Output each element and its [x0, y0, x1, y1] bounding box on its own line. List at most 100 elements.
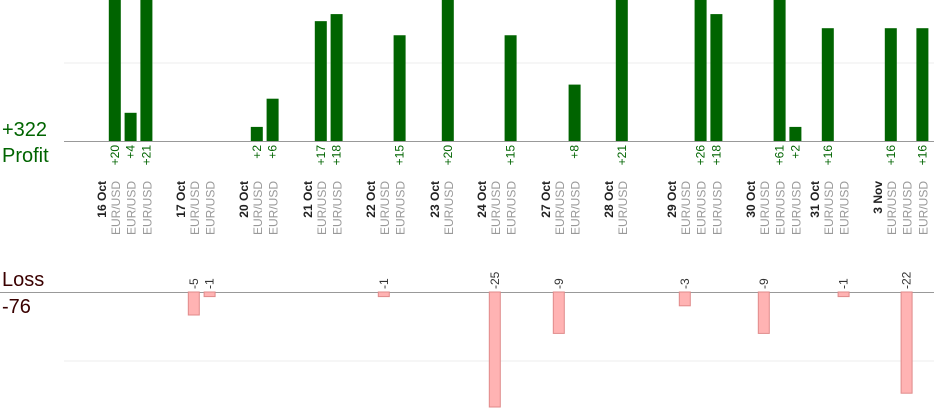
- symbol-tick-label: EUR/USD: [505, 181, 519, 235]
- loss-bars: [187, 291, 913, 408]
- profit-value-label: +21: [139, 145, 153, 166]
- profit-bar: [615, 0, 628, 141]
- loss-bar: [837, 291, 850, 298]
- profit-value-label: +15: [393, 145, 407, 166]
- symbol-tick-label: EUR/USD: [710, 181, 724, 235]
- profit-value-label: +61: [773, 145, 787, 166]
- symbol-tick-label: EUR/USD: [789, 181, 803, 235]
- loss-bar: [488, 291, 501, 408]
- loss-value-label: -9: [552, 278, 566, 289]
- profit-value-label: +2: [250, 145, 264, 159]
- symbol-tick-label: EUR/USD: [140, 181, 154, 235]
- loss-bar: [203, 291, 216, 298]
- symbol-tick-label: EUR/USD: [315, 181, 329, 235]
- profit-bar: [884, 28, 897, 142]
- symbol-tick-label: EUR/USD: [442, 181, 456, 235]
- symbol-tick-label: EUR/USD: [901, 181, 915, 235]
- symbol-tick-label: EUR/USD: [569, 181, 583, 235]
- profit-value-label: +20: [441, 145, 455, 166]
- profit-bar: [250, 126, 263, 141]
- symbol-tick-label: EUR/USD: [378, 181, 392, 235]
- profit-bar: [266, 98, 279, 141]
- profit-value-label: +18: [709, 145, 723, 166]
- date-tick-label: 28 Oct: [602, 181, 616, 218]
- profit-bar: [124, 112, 137, 141]
- loss-bar: [552, 291, 565, 334]
- profit-value-label: +16: [821, 145, 835, 166]
- date-tick-label: 27 Oct: [539, 181, 553, 218]
- profit-value-label: +6: [266, 145, 280, 159]
- loss-bar: [757, 291, 770, 334]
- symbol-tick-label: EUR/USD: [838, 181, 852, 235]
- date-tick-label: 24 Oct: [475, 181, 489, 218]
- symbol-tick-label: EUR/USD: [695, 181, 709, 235]
- profit-value-label: +16: [884, 145, 898, 166]
- profit-value-label: +17: [314, 145, 328, 166]
- profit-bar: [916, 28, 929, 142]
- profit-value-label: +4: [124, 145, 138, 159]
- date-tick-label: 22 Oct: [364, 181, 378, 218]
- profit-bar: [441, 0, 454, 141]
- date-tick-label: 3 Nov: [871, 181, 885, 214]
- loss-value-label: -22: [900, 271, 914, 289]
- symbol-tick-label: EUR/USD: [331, 181, 345, 235]
- profit-label: Profit: [2, 145, 49, 167]
- profit-bar: [789, 126, 802, 141]
- symbol-tick-label: EUR/USD: [188, 181, 202, 235]
- loss-value-label: -1: [203, 278, 217, 289]
- profit-bar: [140, 0, 153, 141]
- profit-bar: [710, 14, 723, 142]
- date-tick-label: 31 Oct: [808, 181, 822, 218]
- loss-value-label: -1: [837, 278, 851, 289]
- profit-value-label: +18: [330, 145, 344, 166]
- symbol-tick-label: EUR/USD: [109, 181, 123, 235]
- axis-labels: 16 Oct EUR/USD EUR/USD EUR/USD 17 Oct EUR/USD…: [95, 181, 930, 235]
- profit-bar: [694, 0, 707, 141]
- profit-value-label: +2: [788, 145, 802, 159]
- symbol-tick-label: EUR/USD: [758, 181, 772, 235]
- loss-bar: [377, 291, 390, 298]
- symbol-tick-label: EUR/USD: [251, 181, 265, 235]
- loss-value-label: -9: [757, 278, 771, 289]
- date-tick-label: 20 Oct: [237, 181, 251, 218]
- loss-value-label: -25: [488, 271, 502, 289]
- symbol-tick-label: EUR/USD: [916, 181, 930, 235]
- profit-bar: [393, 35, 406, 141]
- date-tick-label: 16 Oct: [95, 181, 109, 218]
- loss-bar: [187, 291, 200, 316]
- profit-bar: [773, 0, 786, 141]
- loss-value-label: -5: [187, 278, 201, 289]
- symbol-tick-label: EUR/USD: [679, 181, 693, 235]
- symbol-tick-label: EUR/USD: [885, 181, 899, 235]
- symbol-tick-label: EUR/USD: [822, 181, 836, 235]
- symbol-tick-label: EUR/USD: [489, 181, 503, 235]
- profit-value-label: +15: [504, 145, 518, 166]
- loss-value-label: -1: [377, 278, 391, 289]
- date-tick-label: 21 Oct: [301, 181, 315, 218]
- profit-value-label: +21: [615, 145, 629, 166]
- profit-bar: [108, 0, 121, 141]
- loss-label: Loss: [2, 269, 45, 291]
- profit-bar: [504, 35, 517, 141]
- loss-total: -76: [2, 296, 31, 318]
- date-tick-label: 23 Oct: [428, 181, 442, 218]
- profit-bar: [314, 21, 327, 141]
- date-tick-label: 29 Oct: [665, 181, 679, 218]
- profit-bar: [568, 84, 581, 141]
- date-tick-label: 17 Oct: [174, 181, 188, 218]
- symbol-tick-label: EUR/USD: [204, 181, 218, 235]
- symbol-tick-label: EUR/USD: [774, 181, 788, 235]
- loss-bar: [900, 291, 913, 394]
- profit-value-label: +20: [108, 145, 122, 166]
- symbol-tick-label: EUR/USD: [125, 181, 139, 235]
- value-labels: +20 +4 +21-5 -1+2 +6 +17 +18-1+15 +20-25+15-9+8…: [108, 145, 930, 289]
- profit-bar: [330, 14, 343, 142]
- loss-value-label: -3: [678, 278, 692, 289]
- profit-bars: [108, 0, 929, 142]
- symbol-tick-label: EUR/USD: [553, 181, 567, 235]
- symbol-tick-label: EUR/USD: [616, 181, 630, 235]
- profit-value-label: +26: [694, 145, 708, 166]
- profit-bar: [821, 28, 834, 142]
- date-tick-label: 30 Oct: [744, 181, 758, 218]
